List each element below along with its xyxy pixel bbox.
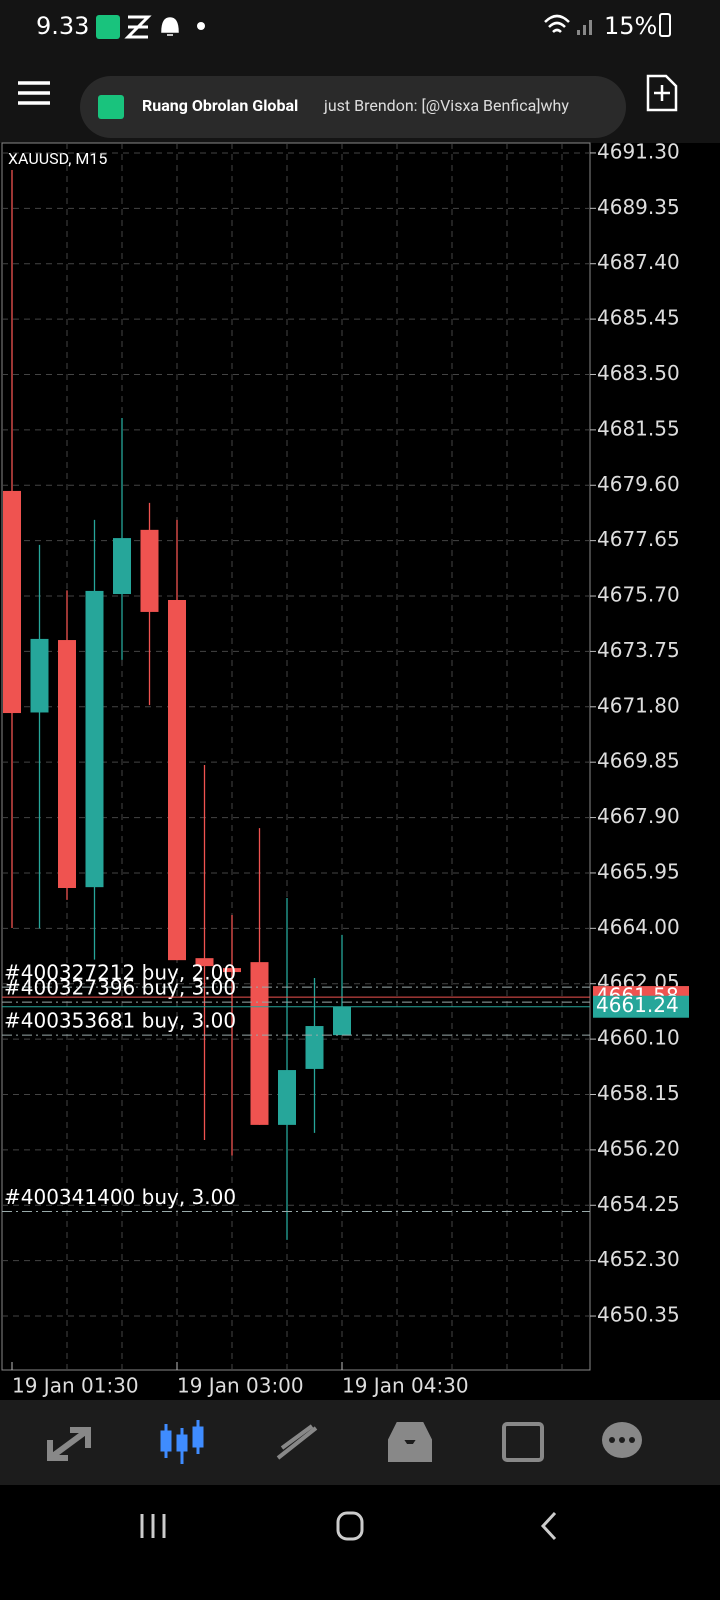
- battery-level: 15%: [604, 12, 657, 40]
- bid-tag: [593, 995, 689, 1018]
- y-tick-label: 4652.30: [597, 1247, 680, 1271]
- y-tick-label: 4687.40: [597, 250, 680, 274]
- order-label: #400327212 buy, 2.00: [4, 961, 236, 985]
- candle-body: [58, 640, 76, 889]
- y-tick-label: 4677.65: [597, 527, 680, 551]
- notification-app-icon: [98, 95, 124, 119]
- chart-tab[interactable]: [160, 1420, 204, 1464]
- new-order-button[interactable]: [646, 74, 678, 112]
- y-tick-label: 4664.00: [597, 915, 680, 939]
- menu-button[interactable]: [18, 81, 50, 105]
- candle-body: [305, 1026, 324, 1069]
- home-button[interactable]: [336, 1511, 364, 1541]
- y-tick-label: 4658.15: [597, 1081, 680, 1105]
- notification-title: Ruang Obrolan Global: [142, 96, 298, 115]
- candle-body: [250, 962, 269, 1125]
- recents-button[interactable]: [140, 1514, 166, 1538]
- y-tick-label: 4691.30: [597, 139, 680, 163]
- y-tick-label: 4665.95: [597, 859, 680, 883]
- x-tick-label: 19 Jan 04:30: [342, 1374, 469, 1398]
- y-tick-label: 4681.55: [597, 416, 680, 440]
- y-tick-label: 4654.25: [597, 1192, 680, 1216]
- y-tick-label: 4660.10: [597, 1026, 680, 1050]
- candle-body: [113, 538, 131, 595]
- y-tick-label: 4650.35: [597, 1303, 680, 1327]
- signal-icon: [577, 20, 592, 35]
- order-label: #400341400 buy, 3.00: [4, 1185, 236, 1209]
- bottom-nav: [0, 1400, 720, 1485]
- y-tick-label: 4675.70: [597, 583, 680, 607]
- y-tick-label: 4667.90: [597, 804, 680, 828]
- order-label: #400353681 buy, 3.00: [4, 1009, 236, 1033]
- trade-tab[interactable]: [47, 1427, 91, 1461]
- wifi-icon: [544, 14, 570, 33]
- y-tick-label: 4689.35: [597, 195, 680, 219]
- dot-icon: [197, 22, 205, 30]
- app-icon: [96, 15, 120, 39]
- candle-body: [140, 529, 159, 612]
- x-tick-label: 19 Jan 01:30: [12, 1374, 139, 1398]
- candle-body: [3, 490, 21, 714]
- candle-body: [333, 1006, 351, 1036]
- battery-icon: [659, 13, 671, 37]
- chart-title: XAUUSD, M15: [8, 149, 107, 168]
- candle-body: [85, 590, 104, 888]
- y-tick-label: 4671.80: [597, 693, 680, 717]
- back-button[interactable]: [540, 1511, 557, 1541]
- candle-body: [30, 638, 49, 713]
- news-tab[interactable]: [502, 1422, 544, 1462]
- app-icon: [124, 15, 152, 39]
- candle-body: [223, 968, 241, 973]
- notification-banner[interactable]: [80, 76, 626, 138]
- candle-body: [168, 600, 186, 961]
- y-tick-label: 4656.20: [597, 1136, 680, 1160]
- inbox-tab[interactable]: [388, 1422, 432, 1462]
- candle-body: [195, 958, 214, 967]
- notification-message: just Brendon: [@Visxa Benfica]why: [323, 96, 569, 115]
- y-tick-label: 4669.85: [597, 749, 680, 773]
- history-tab[interactable]: [276, 1424, 318, 1460]
- status-time: 9.33: [36, 12, 89, 40]
- order-label: #400327396 buy, 3.00: [4, 976, 236, 1000]
- x-tick-label: 19 Jan 03:00: [177, 1374, 304, 1398]
- y-tick-label: 4679.60: [597, 472, 680, 496]
- y-tick-label: 4685.45: [597, 306, 680, 330]
- bid-label: 4661.24: [596, 993, 679, 1017]
- bell-icon: [161, 17, 179, 36]
- y-tick-label: 4673.75: [597, 638, 680, 662]
- candle-body: [278, 1070, 296, 1125]
- y-tick-label: 4683.50: [597, 361, 680, 385]
